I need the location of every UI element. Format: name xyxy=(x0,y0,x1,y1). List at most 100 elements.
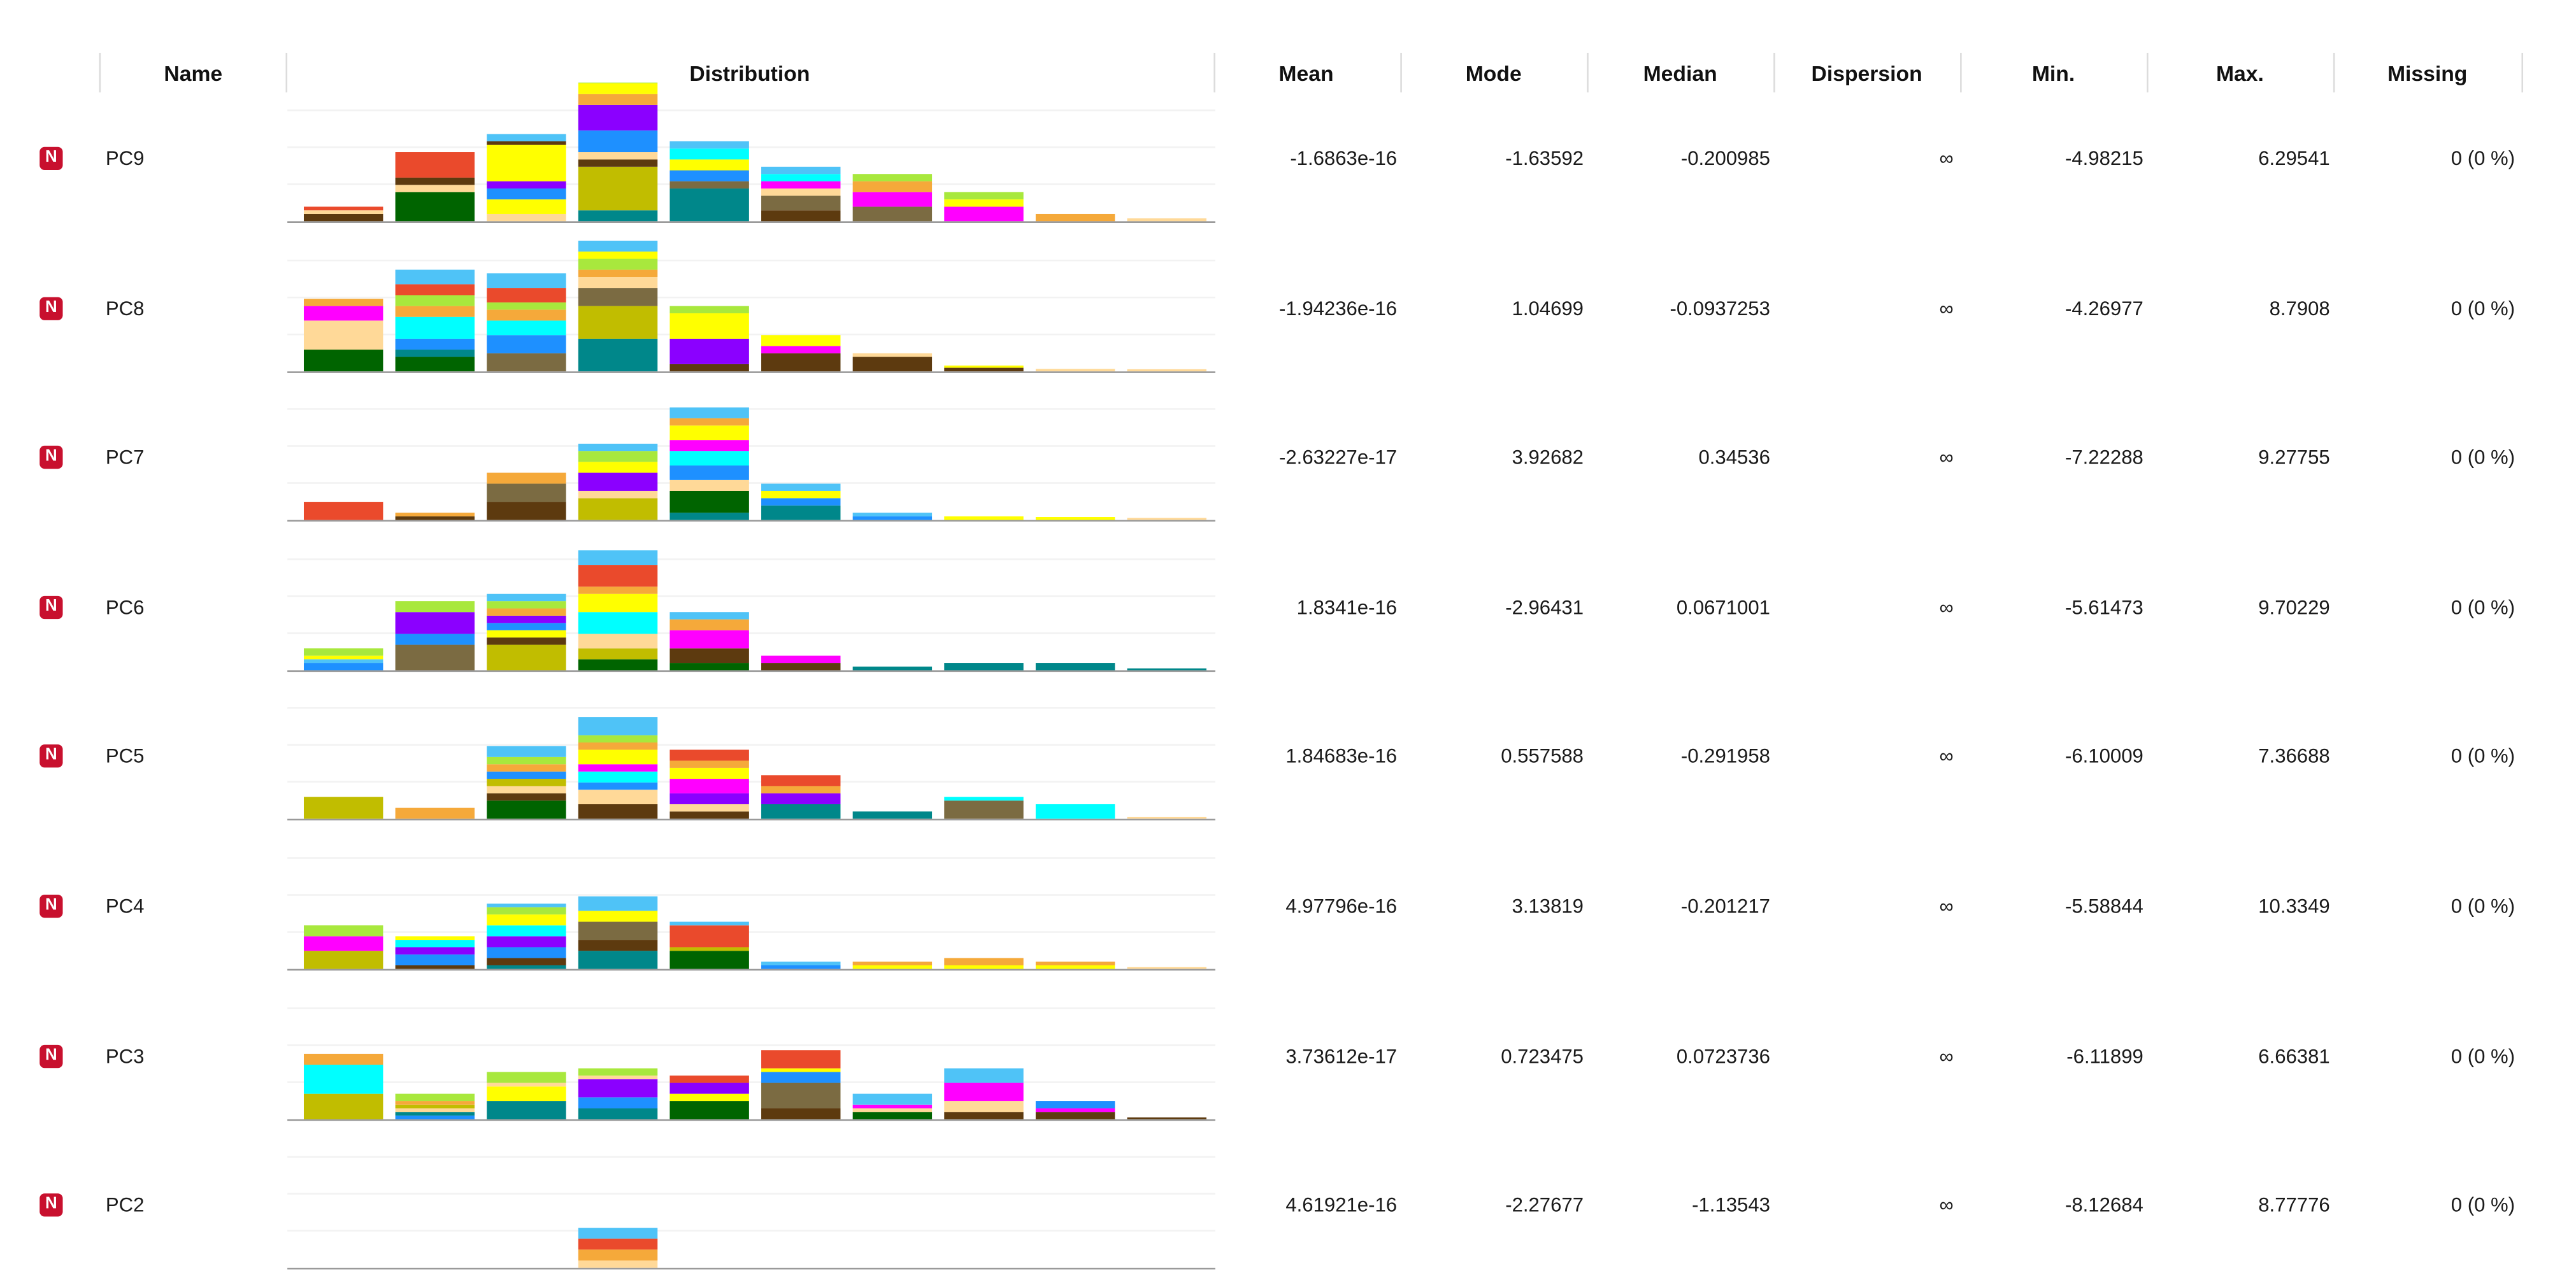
histogram-bar-segment xyxy=(944,192,1024,200)
histogram-bar-segment xyxy=(303,210,383,214)
header-max[interactable]: Max. xyxy=(2215,60,2264,86)
histogram-bar-segment xyxy=(395,177,475,185)
median-value: -0.200985 xyxy=(1680,146,1770,171)
mode-value: 3.13819 xyxy=(1512,895,1584,918)
histogram-bar-segment xyxy=(487,622,566,630)
histogram-bar-segment xyxy=(487,484,566,502)
distribution-plot xyxy=(287,381,1215,530)
histogram-bar-segment xyxy=(395,600,475,612)
header-distribution[interactable]: Distribution xyxy=(689,60,810,86)
histogram-bar-segment xyxy=(761,345,841,353)
header-separator xyxy=(99,52,101,93)
histogram-bar-segment xyxy=(578,83,658,94)
min-value: -4.26977 xyxy=(2064,296,2143,320)
dispersion-value: ∞ xyxy=(1939,1044,1954,1068)
histogram-bar-segment xyxy=(303,648,383,656)
histogram-bar-segment xyxy=(761,166,841,174)
histogram-bar-segment xyxy=(395,947,475,955)
histogram-bar-segment xyxy=(1035,662,1115,670)
table-row[interactable]: N PC2 4.61921e-16 -2.27677 -1.13543 ∞ -8.12684… xyxy=(0,1130,2576,1278)
header-dispersion[interactable]: Dispersion xyxy=(1811,60,1922,86)
feature-name: PC4 xyxy=(105,895,145,918)
histogram-bar-segment xyxy=(303,298,383,306)
median-value: -0.291958 xyxy=(1680,745,1770,769)
histogram-bar-segment xyxy=(303,655,383,659)
histogram-bar-segment xyxy=(944,801,1024,820)
distribution-chart xyxy=(287,1007,1215,1121)
histogram-bar-segment xyxy=(852,962,933,965)
histogram-bar-segment xyxy=(761,334,841,346)
histogram-bar-segment xyxy=(669,1100,749,1119)
histogram-bar-segment xyxy=(944,1067,1024,1083)
histogram-bar-segment xyxy=(487,213,566,222)
feature-name: PC9 xyxy=(105,146,145,171)
histogram-bar-segment xyxy=(578,718,658,736)
histogram-bar-segment xyxy=(1127,218,1206,222)
histogram-bar-segment xyxy=(395,269,475,284)
histogram-bar-segment xyxy=(487,637,566,645)
table-row[interactable]: N PC5 1.84683e-16 0.557588 -0.291958 ∞ -6.1000… xyxy=(0,681,2576,829)
histogram-bar-segment xyxy=(395,516,475,521)
histogram-bar-segment xyxy=(395,305,475,316)
histogram-bar-segment xyxy=(761,174,841,181)
feature-name: PC5 xyxy=(105,745,145,769)
missing-value: 0 (0 %) xyxy=(2451,895,2515,918)
histogram-bar-segment xyxy=(669,619,749,630)
histogram-bar-segment xyxy=(944,199,1024,207)
histogram-bar-segment xyxy=(487,287,566,302)
header-name[interactable]: Name xyxy=(164,60,223,86)
histogram-bar-segment xyxy=(1035,962,1115,965)
histogram-bar-segment xyxy=(669,312,749,338)
table-row[interactable]: N PC8 -1.94236e-16 1.04699 -0.0937253 ∞ -4.269… xyxy=(0,232,2576,380)
header-mean[interactable]: Mean xyxy=(1278,60,1334,86)
distribution-plot xyxy=(287,830,1215,979)
max-value: 6.66381 xyxy=(2258,1044,2330,1068)
header-min[interactable]: Min. xyxy=(2031,60,2075,86)
table-row[interactable]: N PC3 3.73612e-17 0.723475 0.0723736 ∞ -6.1189… xyxy=(0,980,2576,1128)
table-row[interactable]: N PC7 -2.63227e-17 3.92682 0.34536 ∞ -7.22288 9… xyxy=(0,381,2576,530)
histogram-bar-segment xyxy=(578,743,658,751)
histogram-bar-segment xyxy=(1127,368,1206,371)
histogram-bar-segment xyxy=(395,348,475,357)
histogram-bar-segment xyxy=(303,925,383,937)
table-row[interactable]: N PC4 4.97796e-16 3.13819 -0.201217 ∞ -5.58844… xyxy=(0,830,2576,979)
histogram-bar-segment xyxy=(303,213,383,222)
histogram-bar-segment xyxy=(303,951,383,969)
table-row[interactable]: N PC9 -1.6863e-16 -1.63592 -0.200985 ∞ -4.9821… xyxy=(0,82,2576,231)
header-missing[interactable]: Missing xyxy=(2387,60,2468,86)
histogram-bar-segment xyxy=(852,516,933,521)
histogram-bar-segment xyxy=(578,491,658,499)
histogram-bar-segment xyxy=(761,210,841,222)
histogram-bar-segment xyxy=(669,305,749,313)
histogram-bar-segment xyxy=(761,786,841,794)
header-median[interactable]: Median xyxy=(1643,60,1717,86)
histogram-bar-segment xyxy=(578,765,658,772)
histogram-bar-segment xyxy=(578,239,658,252)
histogram-bar-segment xyxy=(578,305,658,338)
histogram-bar-segment xyxy=(578,1107,658,1119)
histogram-bar-segment xyxy=(669,418,749,426)
histogram-bar-segment xyxy=(395,954,475,965)
feature-name: PC3 xyxy=(105,1044,145,1068)
table-row[interactable]: N PC6 1.8341e-16 -2.96431 0.0671001 ∞ -5.61473… xyxy=(0,531,2576,679)
histogram-bar-segment xyxy=(944,367,1024,371)
histogram-bar-segment xyxy=(578,658,658,670)
histogram-bar-segment xyxy=(761,962,841,965)
mean-value: 4.97796e-16 xyxy=(1285,895,1398,918)
histogram-bar-segment xyxy=(669,947,749,951)
histogram-bar-segment xyxy=(395,316,475,338)
histogram-bar-segment xyxy=(578,1075,658,1079)
histogram-bar-segment xyxy=(1035,1111,1115,1119)
histogram-bar-segment xyxy=(669,779,749,794)
missing-value: 0 (0 %) xyxy=(2451,146,2515,171)
max-value: 9.27755 xyxy=(2258,446,2330,469)
histogram-bar-segment xyxy=(944,1082,1024,1101)
histogram-bar-segment xyxy=(944,965,1024,969)
histogram-bar-segment xyxy=(761,793,841,805)
missing-value: 0 (0 %) xyxy=(2451,296,2515,320)
header-mode[interactable]: Mode xyxy=(1465,60,1522,86)
histogram-bar-segment xyxy=(669,363,749,371)
histogram-bar-segment xyxy=(303,797,383,820)
histogram-bar-segment xyxy=(578,451,658,462)
histogram-bar-segment xyxy=(761,965,841,969)
